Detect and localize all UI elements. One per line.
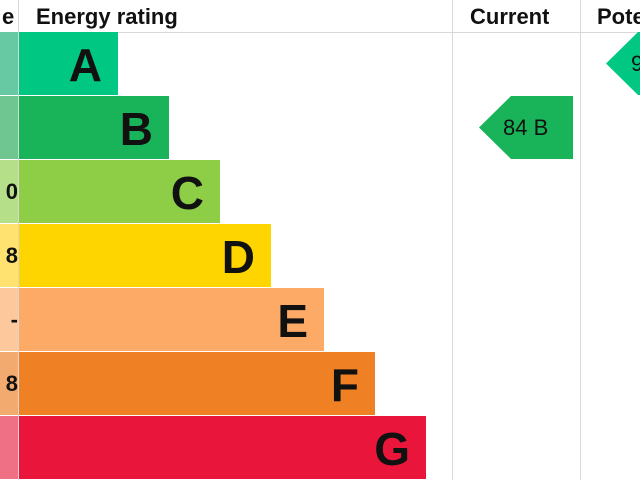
score-range-e: - [0, 288, 18, 351]
score-range-f: 8 [0, 352, 18, 415]
rating-bar-f: F [19, 352, 375, 415]
rating-bar-b: B [19, 96, 169, 159]
rating-bar-g: G [19, 416, 426, 479]
current-rating-label: 84 B [503, 115, 549, 140]
column-divider [18, 0, 19, 480]
rating-bar-c: C [19, 160, 220, 223]
score-range-b [0, 96, 18, 159]
score-range-g [0, 416, 18, 479]
score-range-a [0, 32, 18, 95]
energy-rating-header: Energy rating [36, 4, 178, 29]
potential-header: Pote [597, 4, 640, 29]
score-range-c: 0 [0, 160, 18, 223]
rating-bar-d: D [19, 224, 271, 287]
column-divider [452, 0, 453, 480]
potential-rating-arrow: 9 [606, 32, 640, 95]
potential-rating-label: 9 [631, 51, 640, 76]
column-divider [580, 0, 581, 480]
score-header: e [2, 4, 15, 29]
current-rating-arrow: 84 B [479, 96, 573, 159]
rating-bar-e: E [19, 288, 324, 351]
rating-bar-a: A [19, 32, 118, 95]
header-divider [0, 32, 640, 33]
current-header: Current [470, 4, 550, 29]
score-range-d: 8 [0, 224, 18, 287]
